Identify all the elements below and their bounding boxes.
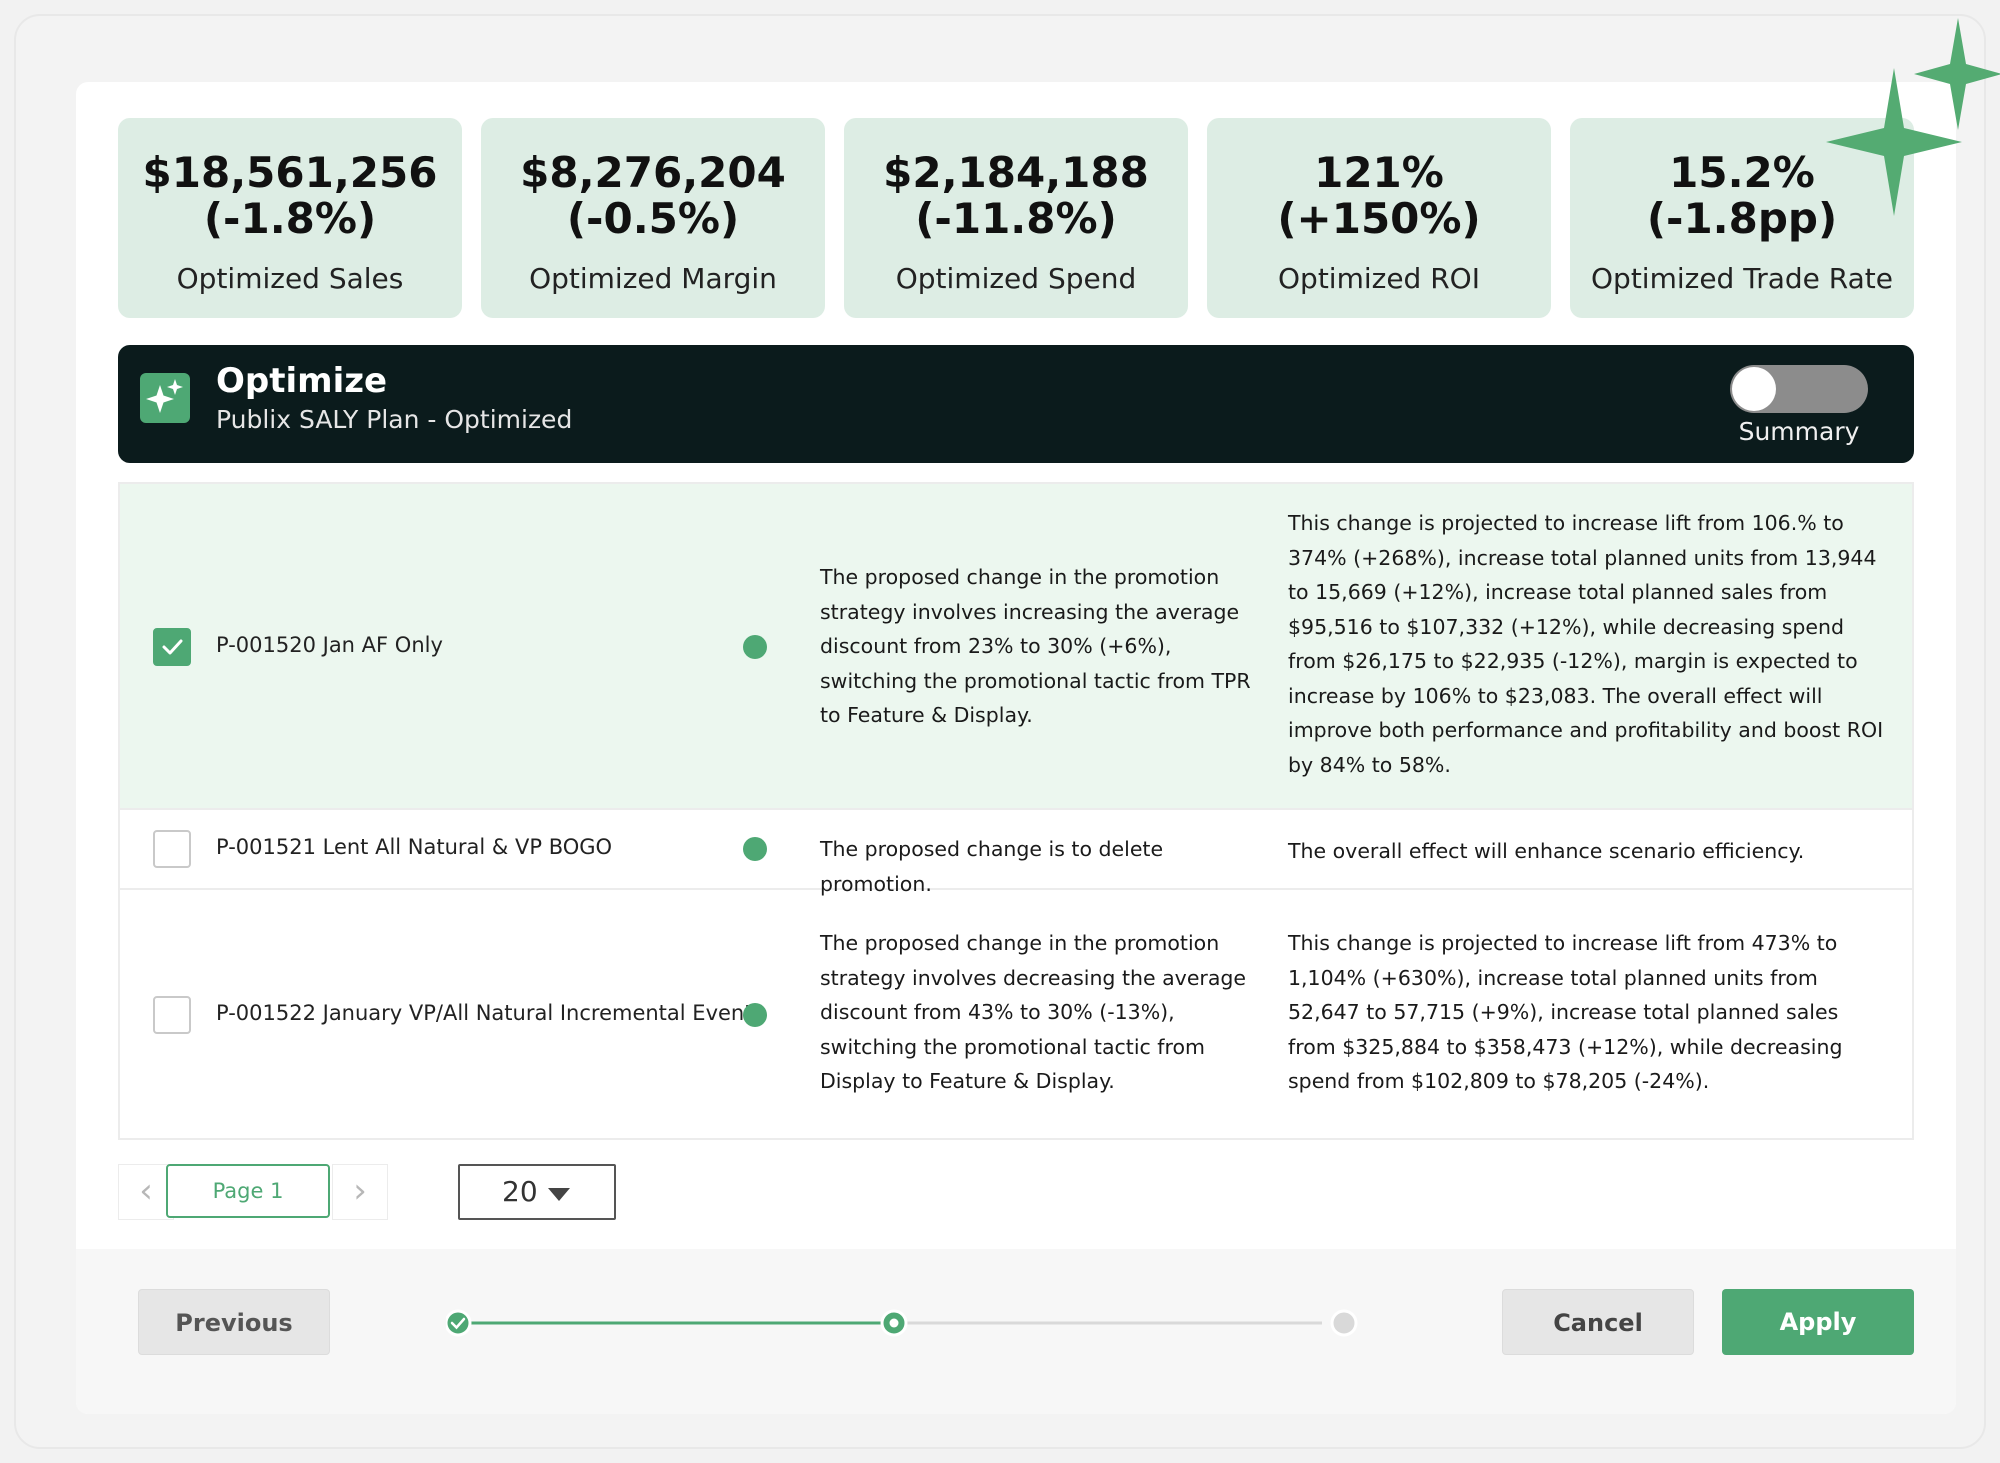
- promo-name: P-001520 Jan AF Only: [216, 633, 443, 657]
- kpi-card-roi: 121% (+150%) Optimized ROI: [1207, 118, 1551, 318]
- kpi-label: Optimized Margin: [529, 262, 777, 295]
- status-dot: [743, 635, 767, 659]
- kpi-card-sales: $18,561,256 (-1.8%) Optimized Sales: [118, 118, 462, 318]
- proposed-change-text: The proposed change in the promotion str…: [820, 565, 1251, 727]
- caret-down-icon: [548, 1188, 570, 1201]
- row-checkbox[interactable]: [153, 830, 191, 868]
- page-indicator[interactable]: Page 1: [166, 1164, 330, 1218]
- promo-name: P-001522 January VP/All Natural Incremen…: [216, 1001, 753, 1025]
- optimize-subtitle: Publix SALY Plan - Optimized: [216, 405, 573, 434]
- toggle-knob: [1732, 367, 1776, 411]
- kpi-delta: (-0.5%): [566, 194, 740, 243]
- chevron-right-icon[interactable]: ›: [332, 1164, 388, 1220]
- optimize-title: Optimize: [216, 361, 388, 401]
- kpi-card-margin: $8,276,204 (-0.5%) Optimized Margin: [481, 118, 825, 318]
- optimize-header: Optimize Publix SALY Plan - Optimized Su…: [118, 345, 1914, 463]
- summary-toggle[interactable]: [1730, 365, 1868, 413]
- step-1-complete: [446, 1309, 472, 1337]
- app-frame: $18,561,256 (-1.8%) Optimized Sales $8,2…: [14, 14, 2000, 1449]
- page-size-select[interactable]: 20: [458, 1164, 616, 1220]
- kpi-delta: (-1.8%): [203, 194, 377, 243]
- promo-name: P-001521 Lent All Natural & VP BOGO: [216, 835, 613, 859]
- page-size-value: 20: [502, 1175, 538, 1208]
- proposed-change-text: The proposed change is to delete promoti…: [820, 837, 1164, 896]
- projected-effect-text: The overall effect will enhance scenario…: [1288, 839, 1805, 863]
- status-dot: [743, 837, 767, 861]
- kpi-delta: (-1.8pp): [1646, 194, 1838, 243]
- check-icon: [162, 639, 183, 655]
- kpi-value: $2,184,188: [883, 148, 1149, 197]
- row-checkbox[interactable]: [153, 628, 191, 666]
- previous-button[interactable]: Previous: [138, 1289, 330, 1355]
- table-row[interactable]: P-001521 Lent All Natural & VP BOGO The …: [120, 810, 1912, 896]
- kpi-card-spend: $2,184,188 (-11.8%) Optimized Spend: [844, 118, 1188, 318]
- sparkles-icon: [140, 373, 190, 423]
- sparkle-decoration-icon: [1826, 18, 2000, 216]
- kpi-label: Optimized Trade Rate: [1591, 262, 1893, 295]
- optimize-dialog: $18,561,256 (-1.8%) Optimized Sales $8,2…: [76, 82, 1956, 1414]
- step-3-pending: [1330, 1309, 1358, 1337]
- wizard-footer: Previous Cancel Apply: [76, 1249, 1956, 1414]
- proposed-change-text: The proposed change in the promotion str…: [820, 931, 1247, 1093]
- kpi-label: Optimized Spend: [895, 262, 1137, 295]
- kpi-label: Optimized ROI: [1278, 262, 1480, 295]
- kpi-delta: (-11.8%): [915, 194, 1117, 243]
- row-checkbox[interactable]: [153, 996, 191, 1034]
- status-dot: [743, 1003, 767, 1027]
- kpi-value: $18,561,256: [142, 148, 438, 197]
- table-row[interactable]: P-001522 January VP/All Natural Incremen…: [120, 890, 1912, 1138]
- kpi-label: Optimized Sales: [176, 262, 404, 295]
- projected-effect-text: This change is projected to increase lif…: [1288, 931, 1843, 1093]
- kpi-strip: $18,561,256 (-1.8%) Optimized Sales $8,2…: [118, 118, 1914, 318]
- step-2-current: [880, 1309, 908, 1337]
- step-progress: [446, 1309, 1358, 1337]
- changes-table: P-001520 Jan AF Only The proposed change…: [118, 482, 1914, 1140]
- kpi-card-trade-rate: 15.2% (-1.8pp) Optimized Trade Rate: [1570, 118, 1914, 318]
- kpi-value: 121%: [1314, 148, 1444, 197]
- kpi-value: 15.2%: [1669, 148, 1815, 197]
- summary-toggle-label: Summary: [1738, 417, 1860, 446]
- apply-button[interactable]: Apply: [1722, 1289, 1914, 1355]
- table-row[interactable]: P-001520 Jan AF Only The proposed change…: [120, 484, 1912, 810]
- kpi-delta: (+150%): [1277, 194, 1481, 243]
- cancel-button[interactable]: Cancel: [1502, 1289, 1694, 1355]
- kpi-value: $8,276,204: [520, 148, 786, 197]
- projected-effect-text: This change is projected to increase lif…: [1288, 511, 1884, 777]
